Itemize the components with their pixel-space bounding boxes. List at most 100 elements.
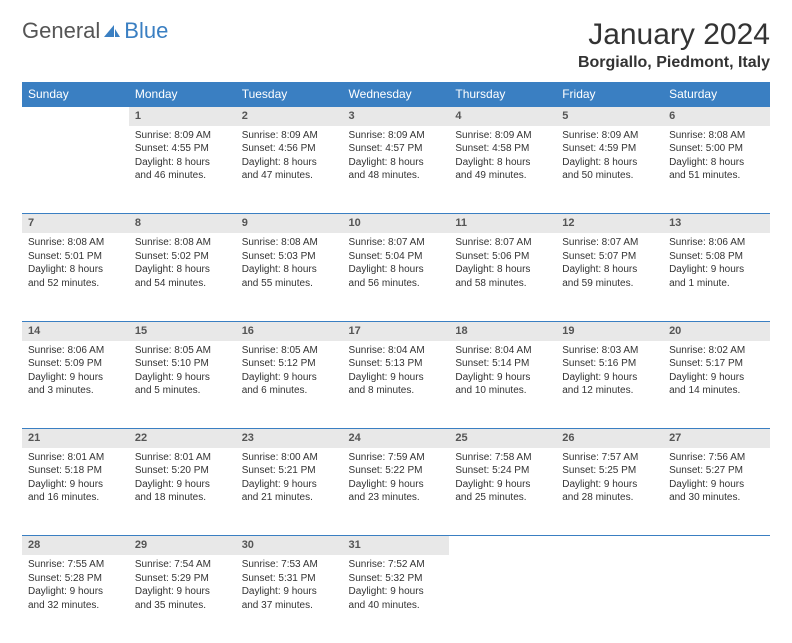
day-number: 5 [556, 107, 663, 126]
day-number: 30 [236, 536, 343, 555]
info-row: Sunrise: 7:55 AMSunset: 5:28 PMDaylight:… [22, 555, 770, 643]
sunset-text: Sunset: 5:08 PM [669, 250, 764, 264]
day-cell: Sunrise: 8:07 AMSunset: 5:04 PMDaylight:… [343, 233, 450, 321]
sunset-text: Sunset: 5:22 PM [349, 464, 444, 478]
weekday-header: Wednesday [343, 82, 450, 107]
weekday-header: Thursday [449, 82, 556, 107]
day-cell: Sunrise: 8:02 AMSunset: 5:17 PMDaylight:… [663, 341, 770, 429]
day-number: 11 [449, 214, 556, 233]
day-cell: Sunrise: 8:09 AMSunset: 4:59 PMDaylight:… [556, 126, 663, 214]
sunset-text: Sunset: 5:02 PM [135, 250, 230, 264]
day-cell: Sunrise: 8:04 AMSunset: 5:13 PMDaylight:… [343, 341, 450, 429]
day-cell: Sunrise: 8:05 AMSunset: 5:10 PMDaylight:… [129, 341, 236, 429]
daylight-text-2: and 40 minutes. [349, 599, 444, 613]
day-number: 27 [663, 429, 770, 448]
day-cell: Sunrise: 7:55 AMSunset: 5:28 PMDaylight:… [22, 555, 129, 643]
day-cell [22, 126, 129, 214]
daynum-row: 123456 [22, 107, 770, 126]
day-number: 24 [343, 429, 450, 448]
daylight-text-1: Daylight: 9 hours [349, 585, 444, 599]
info-row: Sunrise: 8:06 AMSunset: 5:09 PM Daylight:… [22, 341, 770, 429]
day-number: 1 [129, 107, 236, 126]
daylight-text-1: Daylight: 9 hours [242, 371, 337, 385]
day-cell: Sunrise: 8:09 AMSunset: 4:58 PMDaylight:… [449, 126, 556, 214]
day-cell: Sunrise: 8:08 AMSunset: 5:00 PMDaylight:… [663, 126, 770, 214]
sunset-text: Sunset: 5:09 PM [28, 357, 123, 371]
daylight-text-2: and 8 minutes. [349, 384, 444, 398]
sunrise-text: Sunrise: 8:01 AM [135, 451, 230, 465]
day-number: 20 [663, 321, 770, 340]
info-row: Sunrise: 8:09 AMSunset: 4:55 PMDaylight:… [22, 126, 770, 214]
day-number: 6 [663, 107, 770, 126]
daylight-text-2: and 28 minutes. [562, 491, 657, 505]
day-number: 4 [449, 107, 556, 126]
daylight-text-1: Daylight: 8 hours [562, 156, 657, 170]
daylight-text-1: Daylight: 8 hours [242, 263, 337, 277]
logo-text-blue: Blue [124, 18, 168, 44]
title-block: January 2024 Borgiallo, Piedmont, Italy [578, 18, 770, 72]
daylight-text-1: Daylight: 9 hours [669, 263, 764, 277]
daylight-text-1: Daylight: 9 hours [349, 371, 444, 385]
daylight-text-2: and 56 minutes. [349, 277, 444, 291]
day-cell: Sunrise: 8:07 AMSunset: 5:06 PMDaylight:… [449, 233, 556, 321]
daylight-text-2: and 23 minutes. [349, 491, 444, 505]
sunset-text: Sunset: 5:31 PM [242, 572, 337, 586]
sunrise-text: Sunrise: 8:09 AM [455, 129, 550, 143]
sunset-text: Sunset: 5:17 PM [669, 357, 764, 371]
day-cell: Sunrise: 8:01 AMSunset: 5:20 PMDaylight:… [129, 448, 236, 536]
sunrise-text: Sunrise: 8:04 AM [455, 344, 550, 358]
day-number: 16 [236, 321, 343, 340]
sunset-text: Sunset: 5:24 PM [455, 464, 550, 478]
day-cell: Sunrise: 7:54 AMSunset: 5:29 PMDaylight:… [129, 555, 236, 643]
daylight-text-1: Daylight: 9 hours [562, 478, 657, 492]
month-title: January 2024 [578, 18, 770, 52]
daylight-text-1: Daylight: 9 hours [135, 585, 230, 599]
daylight-text-1: Daylight: 8 hours [28, 263, 123, 277]
sunset-text: Sunset: 4:56 PM [242, 142, 337, 156]
day-number: 17 [343, 321, 450, 340]
sunrise-text: Sunrise: 8:07 AM [455, 236, 550, 250]
weekday-header: Friday [556, 82, 663, 107]
sunrise-text: Sunrise: 8:06 AM [28, 344, 123, 358]
day-number: 10 [343, 214, 450, 233]
day-number: 31 [343, 536, 450, 555]
sunrise-text: Sunrise: 8:05 AM [135, 344, 230, 358]
sunset-text: Sunset: 5:18 PM [28, 464, 123, 478]
daylight-text-2: and 52 minutes. [28, 277, 123, 291]
day-cell [663, 555, 770, 643]
daylight-text-2: and 14 minutes. [669, 384, 764, 398]
day-number: 29 [129, 536, 236, 555]
day-cell: Sunrise: 8:06 AMSunset: 5:09 PMDaylight:… [22, 341, 129, 429]
day-cell: Sunrise: 8:08 AMSunset: 5:01 PMDaylight:… [22, 233, 129, 321]
sunrise-text: Sunrise: 8:08 AM [28, 236, 123, 250]
day-number: 7 [22, 214, 129, 233]
daylight-text-1: Daylight: 8 hours [669, 156, 764, 170]
info-row: Sunrise: 8:08 AMSunset: 5:01 PMDaylight:… [22, 233, 770, 321]
daylight-text-1: Daylight: 9 hours [669, 478, 764, 492]
sunset-text: Sunset: 4:58 PM [455, 142, 550, 156]
sunset-text: Sunset: 5:12 PM [242, 357, 337, 371]
sunset-text: Sunset: 5:10 PM [135, 357, 230, 371]
sunset-text: Sunset: 5:20 PM [135, 464, 230, 478]
day-cell: Sunrise: 8:08 AMSunset: 5:02 PMDaylight:… [129, 233, 236, 321]
sunrise-text: Sunrise: 8:09 AM [562, 129, 657, 143]
sunset-text: Sunset: 5:06 PM [455, 250, 550, 264]
day-number: 9 [236, 214, 343, 233]
sunrise-text: Sunrise: 8:09 AM [242, 129, 337, 143]
daylight-text-2: and 21 minutes. [242, 491, 337, 505]
day-number: 2 [236, 107, 343, 126]
daylight-text-2: and 46 minutes. [135, 169, 230, 183]
day-cell: Sunrise: 8:09 AMSunset: 4:56 PMDaylight:… [236, 126, 343, 214]
sunset-text: Sunset: 5:16 PM [562, 357, 657, 371]
day-number: 22 [129, 429, 236, 448]
day-cell: Sunrise: 8:00 AMSunset: 5:21 PMDaylight:… [236, 448, 343, 536]
daylight-text-2: and 32 minutes. [28, 599, 123, 613]
day-number: 25 [449, 429, 556, 448]
daylight-text-2: and 35 minutes. [135, 599, 230, 613]
sunrise-text: Sunrise: 8:09 AM [349, 129, 444, 143]
day-cell: Sunrise: 7:57 AMSunset: 5:25 PMDaylight:… [556, 448, 663, 536]
day-cell: Sunrise: 8:05 AMSunset: 5:12 PMDaylight:… [236, 341, 343, 429]
sunset-text: Sunset: 5:00 PM [669, 142, 764, 156]
daylight-text-2: and 55 minutes. [242, 277, 337, 291]
calendar-table: Sunday Monday Tuesday Wednesday Thursday… [22, 82, 770, 643]
